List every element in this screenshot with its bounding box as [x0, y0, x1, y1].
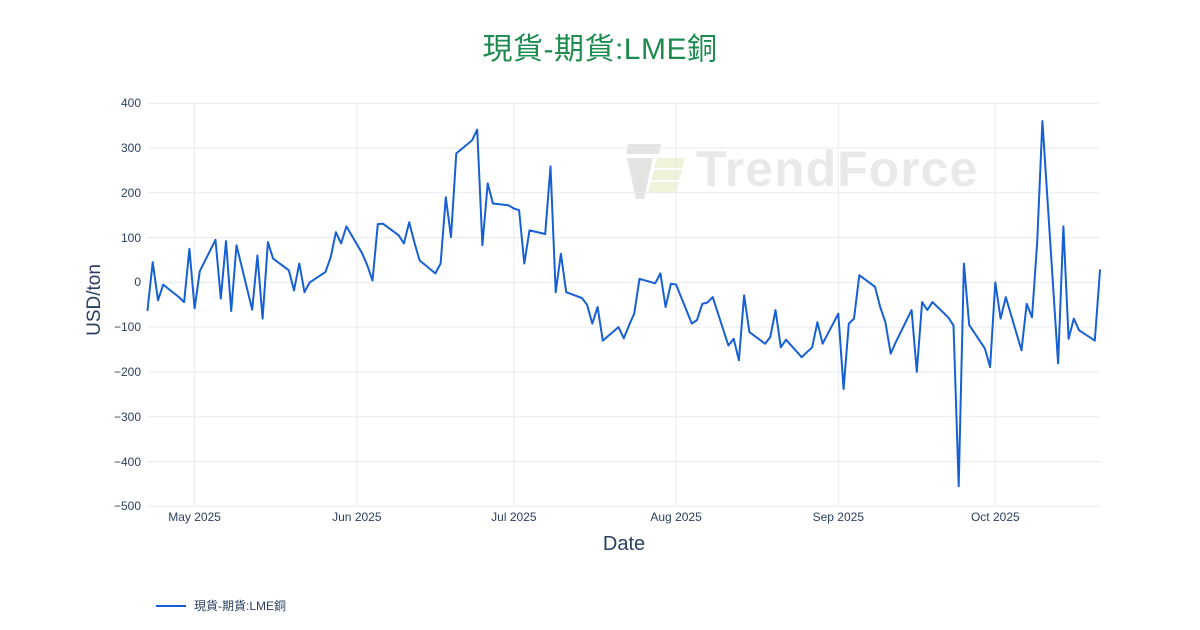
- y-tick-label: 0: [134, 275, 141, 290]
- y-tick-label: 200: [120, 185, 141, 200]
- y-tick-label: −500: [113, 499, 141, 514]
- chart-title: 現貨-期貨:LME銅: [482, 33, 718, 66]
- x-tick-label: Jun 2025: [332, 510, 382, 524]
- y-tick-label: 300: [120, 140, 141, 155]
- legend-item[interactable]: 現貨-期貨:LME銅: [156, 597, 286, 614]
- x-tick-label: Aug 2025: [650, 510, 702, 524]
- y-axis-title: USD/ton: [84, 264, 105, 336]
- legend-item-label: 現貨-期貨:LME銅: [194, 599, 287, 613]
- y-tick-label: −300: [113, 409, 141, 424]
- legend: 現貨-期貨:LME銅: [156, 597, 286, 614]
- y-tick-label: 400: [120, 96, 141, 111]
- x-tick-label: Sep 2025: [812, 510, 865, 524]
- legend-line-swatch: [156, 604, 186, 607]
- x-tick-label: May 2025: [168, 510, 221, 524]
- y-tick-label: −100: [113, 320, 141, 335]
- x-tick-label: Jul 2025: [491, 510, 537, 524]
- x-tick-label: Oct 2025: [970, 510, 1020, 524]
- y-tick-label: 100: [120, 230, 141, 245]
- x-axis-title: Date: [602, 533, 646, 555]
- series-line: [146, 120, 1101, 488]
- y-tick-label: −400: [113, 454, 141, 469]
- y-tick-label: −200: [113, 364, 141, 379]
